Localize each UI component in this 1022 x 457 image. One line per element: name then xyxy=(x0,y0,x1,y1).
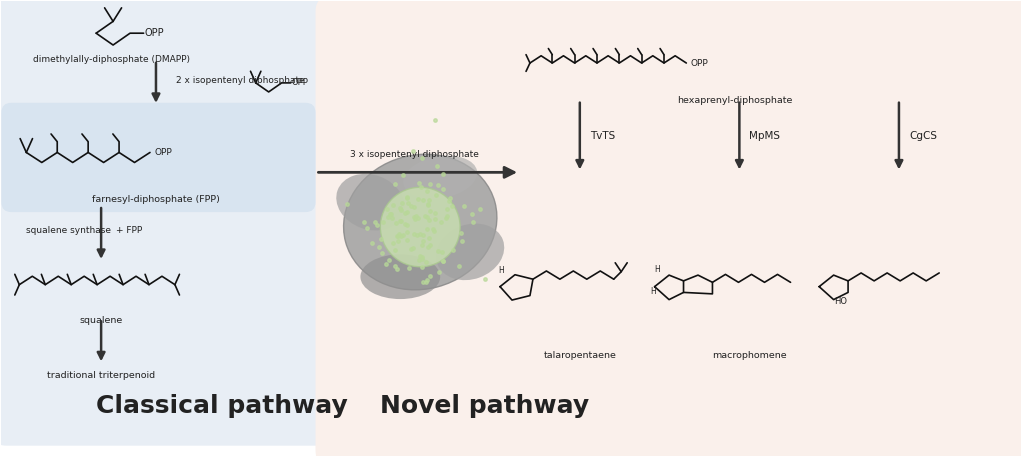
FancyBboxPatch shape xyxy=(316,0,1022,457)
Text: Novel pathway: Novel pathway xyxy=(380,394,590,418)
Ellipse shape xyxy=(336,174,405,230)
FancyBboxPatch shape xyxy=(1,103,316,212)
Ellipse shape xyxy=(380,187,460,267)
Text: H: H xyxy=(499,266,505,275)
Text: Classical pathway: Classical pathway xyxy=(96,394,347,418)
Text: hexaprenyl-diphosphate: hexaprenyl-diphosphate xyxy=(677,96,792,105)
Text: OPP: OPP xyxy=(155,148,173,157)
Ellipse shape xyxy=(436,223,504,280)
Text: farnesyl-diphosphate (FPP): farnesyl-diphosphate (FPP) xyxy=(92,195,220,204)
Text: H: H xyxy=(650,287,656,296)
Text: talaropentaene: talaropentaene xyxy=(544,351,616,360)
Text: OPP: OPP xyxy=(144,28,165,38)
Text: 3 x isopentenyl diphosphate: 3 x isopentenyl diphosphate xyxy=(351,150,479,159)
Text: H: H xyxy=(655,265,660,274)
Text: dimethylally-diphosphate (DMAPP): dimethylally-diphosphate (DMAPP) xyxy=(33,55,190,64)
Text: TvTS: TvTS xyxy=(590,131,615,141)
Text: squalene: squalene xyxy=(80,316,123,325)
Ellipse shape xyxy=(343,154,497,290)
Text: 2 x isopentenyl diphosphate: 2 x isopentenyl diphosphate xyxy=(176,76,305,85)
Ellipse shape xyxy=(361,255,440,299)
Text: traditional triterpenoid: traditional triterpenoid xyxy=(47,371,155,380)
Ellipse shape xyxy=(404,156,477,199)
FancyBboxPatch shape xyxy=(0,0,375,446)
Text: CgCS: CgCS xyxy=(909,131,937,141)
Text: macrophomene: macrophomene xyxy=(712,351,787,360)
Text: HO: HO xyxy=(834,297,847,306)
Text: MpMS: MpMS xyxy=(749,131,781,141)
Text: + FPP: + FPP xyxy=(117,227,142,235)
Text: squalene synthase: squalene synthase xyxy=(27,227,111,235)
Text: OPP: OPP xyxy=(690,58,708,68)
Text: OPP: OPP xyxy=(291,79,309,87)
